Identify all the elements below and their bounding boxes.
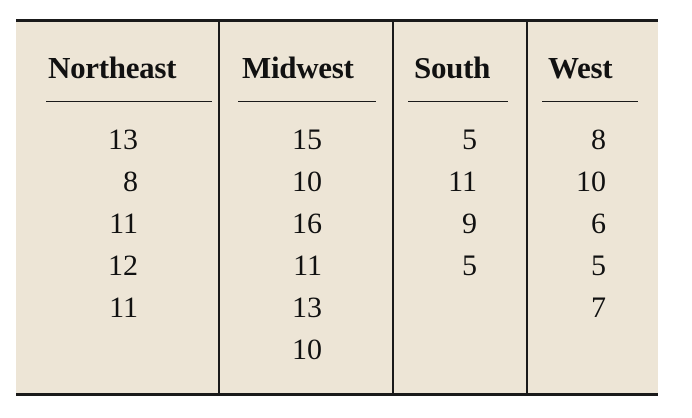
cell-midwest-3: 16 [292, 207, 322, 240]
header-rule-midwest [238, 101, 376, 102]
cell-south-4: 5 [462, 249, 477, 282]
cell-west-3: 6 [591, 207, 606, 240]
header-midwest: Midwest [242, 50, 354, 85]
cell-west-5: 7 [591, 291, 606, 324]
cell-midwest-2: 10 [292, 165, 322, 198]
column-divider-3 [526, 22, 528, 393]
cell-south-1: 5 [462, 123, 477, 156]
header-northeast: Northeast [48, 50, 177, 85]
cell-northeast-2: 8 [123, 165, 138, 198]
cell-midwest-4: 11 [293, 249, 322, 282]
cell-northeast-4: 12 [108, 249, 138, 282]
header-west: West [548, 50, 613, 85]
cell-west-2: 10 [576, 165, 606, 198]
column-divider-2 [392, 22, 394, 393]
cell-west-4: 5 [591, 249, 606, 282]
cell-west-1: 8 [591, 123, 606, 156]
data-table: Northeast Midwest South West 13 8 11 12 … [16, 19, 658, 396]
cell-south-2: 11 [448, 165, 477, 198]
header-rule-west [542, 101, 638, 102]
column-divider-1 [218, 22, 220, 393]
header-south: South [414, 50, 491, 85]
cell-south-3: 9 [462, 207, 477, 240]
cell-midwest-6: 10 [292, 333, 322, 366]
header-rule-northeast [46, 101, 212, 102]
cell-northeast-5: 11 [109, 291, 138, 324]
header-rule-south [408, 101, 508, 102]
cell-midwest-5: 13 [292, 291, 322, 324]
cell-northeast-1: 13 [108, 123, 138, 156]
cell-northeast-3: 11 [109, 207, 138, 240]
cell-midwest-1: 15 [292, 123, 322, 156]
